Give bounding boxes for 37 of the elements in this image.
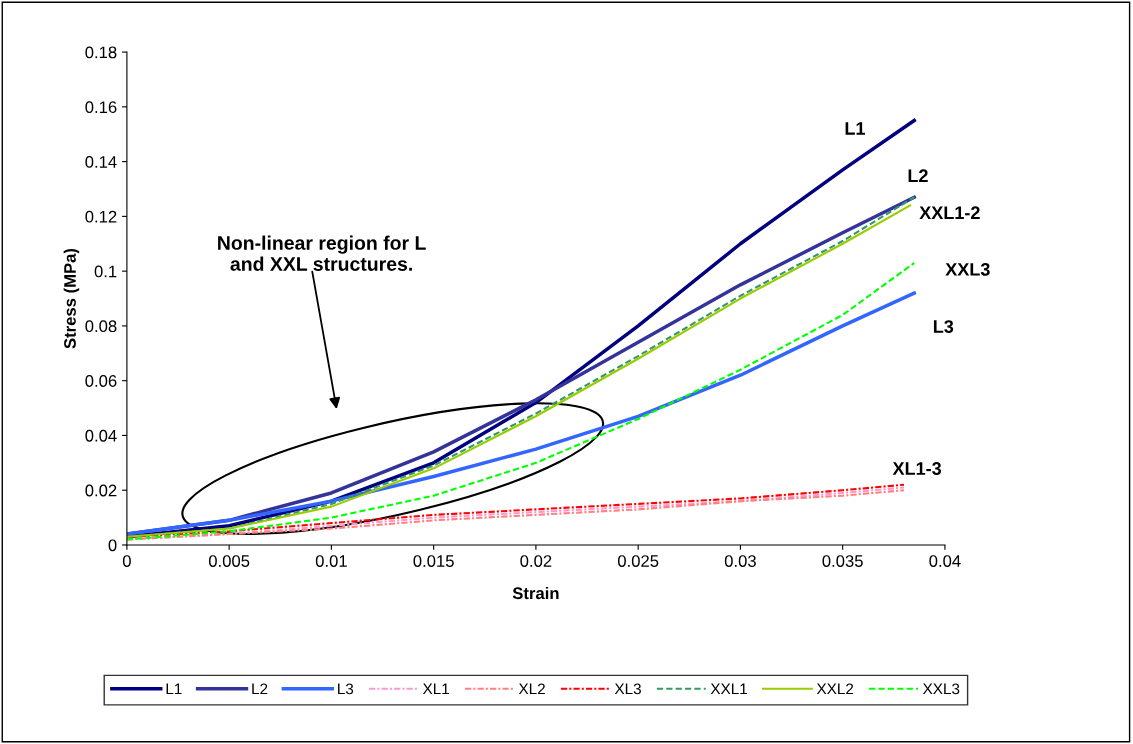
x-tick-label: 0.015 <box>413 555 454 567</box>
y-tick-label: 0.1 <box>94 265 117 278</box>
y-tick-label: 0.06 <box>85 375 117 387</box>
x-tick-label: 0.035 <box>822 555 863 567</box>
y-axis-title: Stress (MPa) <box>63 248 80 349</box>
y-tick-label: 0.02 <box>85 484 117 497</box>
annotation: L1 <box>845 122 865 135</box>
legend-label: XL2 <box>518 683 545 695</box>
x-tick-label: 0.02 <box>520 555 552 567</box>
x-tick-label: 0.01 <box>315 555 347 567</box>
annotation: L3 <box>933 320 954 333</box>
x-tick-label: 0.025 <box>617 555 659 567</box>
y-tick-label: 0 <box>108 539 117 552</box>
x-tick-label: 0 <box>122 555 131 567</box>
legend-label: L1 <box>166 683 182 695</box>
y-tick-label: 0.18 <box>85 46 117 59</box>
annotation: Non-linear region for L and XXL structures. <box>218 235 426 271</box>
y-tick-label: 0.14 <box>85 156 117 168</box>
legend-label: XXL3 <box>922 683 960 695</box>
x-axis-title: Strain <box>512 586 559 600</box>
y-tick-label: 0.12 <box>85 210 117 223</box>
legend-label: XL1 <box>422 683 449 695</box>
legend-label: XL3 <box>614 683 641 695</box>
legend-label: L3 <box>338 683 354 695</box>
legend-label: XXL1 <box>710 683 747 695</box>
legend-label: L2 <box>252 683 268 695</box>
legend-label: XXL2 <box>816 683 854 695</box>
y-tick-label: 0.16 <box>85 101 117 114</box>
y-tick-label: 0.04 <box>85 429 117 442</box>
annotation: L2 <box>908 169 928 182</box>
annotation: XXL1-2 <box>919 206 980 219</box>
text: XXL3 <box>945 262 990 276</box>
x-tick-label: 0.03 <box>724 555 756 567</box>
annotation: XL1-3 <box>892 462 942 475</box>
y-tick-label: 0.08 <box>85 320 117 333</box>
x-tick-label: 0.04 <box>929 555 961 567</box>
x-tick-label: 0.005 <box>208 555 250 567</box>
